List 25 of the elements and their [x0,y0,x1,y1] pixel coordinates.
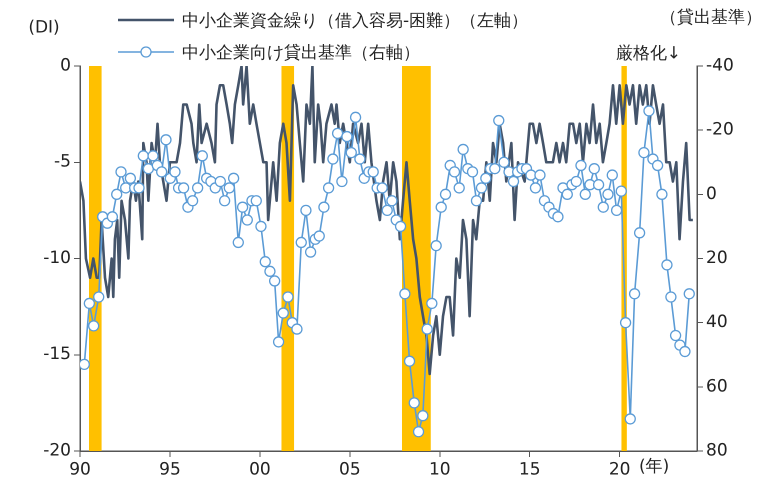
y2-tick-label: 20 [706,248,728,268]
x-tick-label: 00 [249,460,271,480]
y-tick-label: -20 [43,440,71,460]
y2-tick-label: 60 [706,376,728,396]
y2-tick-label: 80 [706,440,728,460]
legend-label: 中小企業資金繰り（借入容易-困難）（左軸） [182,10,528,32]
x-tick-label: 10 [428,460,451,480]
x-tick-label: 05 [339,460,361,480]
y-tick-label: 0 [60,55,71,76]
y2-tick-label: 0 [706,184,717,204]
y2-axis-title: （貸出基準） [660,7,762,28]
x-tick-label: 15 [518,460,541,480]
y-tick-label: -15 [43,344,71,364]
x-tick-label: 90 [69,460,91,480]
y-tick-label: -10 [43,248,71,268]
x-tick-label: 20 [608,460,630,480]
y2-tick-label: -40 [706,55,734,76]
legend-label: 中小企業向け貸出基準（右軸） [182,42,420,64]
y2-tick-label: -20 [706,120,734,140]
x-tick-label: 95 [159,460,181,480]
y-axis-title: (DI) [28,17,60,38]
y-tick-label: -5 [54,152,71,172]
text: 厳格化↓ [616,43,681,64]
x-axis-title: (年) [639,456,670,476]
y2-tick-label: 40 [706,312,728,332]
